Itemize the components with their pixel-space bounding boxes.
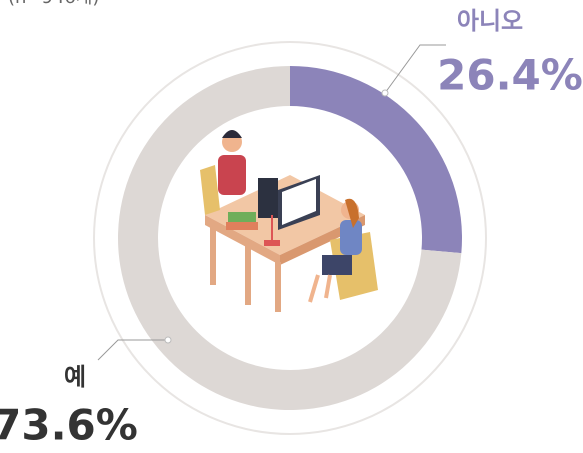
- category-label: 예: [64, 363, 86, 391]
- value-label: 26.4%: [437, 51, 583, 100]
- chart: (n=946개) 아니오 26.4% 예 73.6%: [0, 0, 583, 453]
- page: {"chart_data": {"type": "donut", "subtit…: [0, 0, 583, 453]
- sample-size: (n=946개): [8, 0, 99, 8]
- value-label: 73.6%: [0, 401, 138, 450]
- leader-dot: [165, 337, 171, 343]
- illustration: [200, 130, 378, 312]
- leader-dot: [382, 90, 388, 96]
- category-label: 아니오: [457, 7, 523, 35]
